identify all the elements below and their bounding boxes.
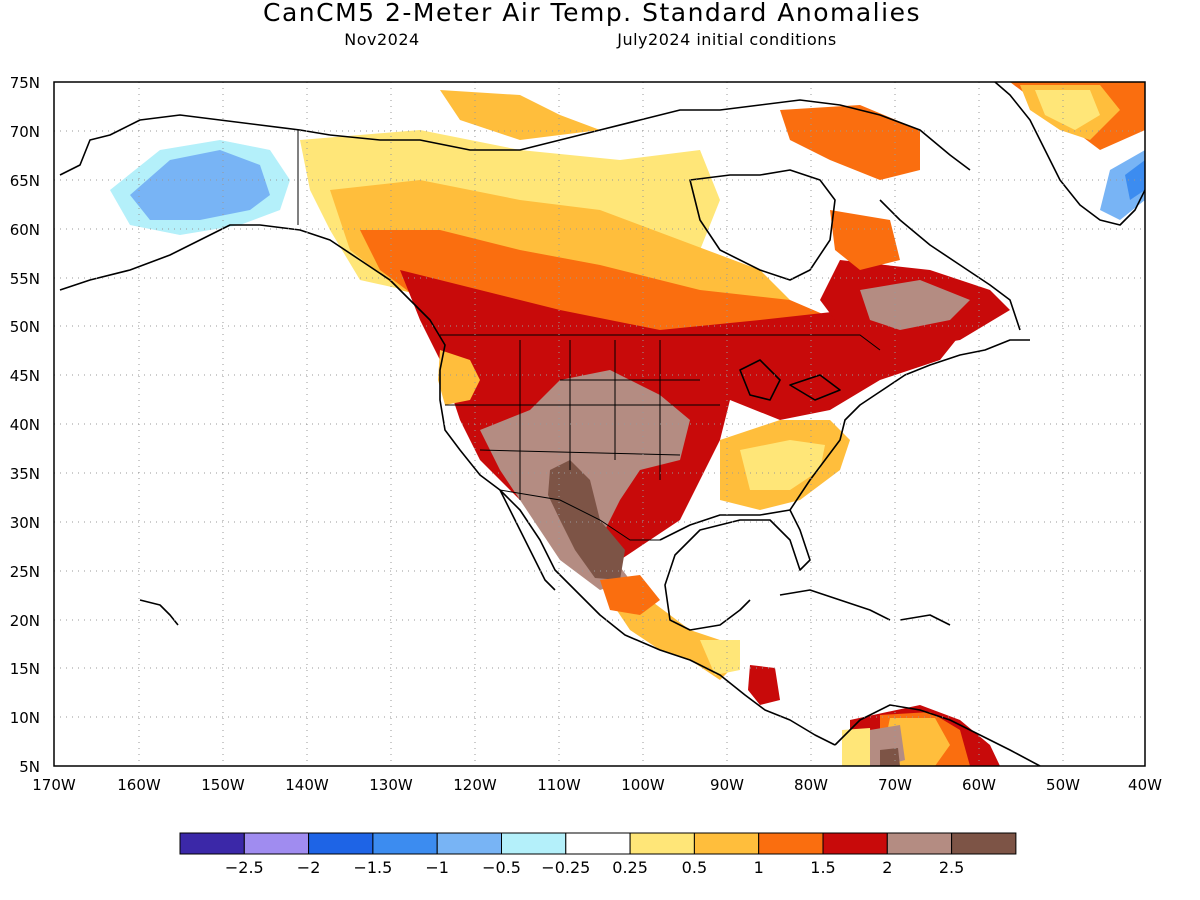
anomaly-region-2.5-mexico — [548, 460, 625, 580]
anomaly-region-2-quebec — [860, 280, 970, 330]
colorbar-swatch — [372, 832, 438, 855]
coastline-gulf — [659, 509, 811, 631]
lat-label: 55N — [10, 270, 40, 288]
colorbar-label: −0.25 — [541, 858, 590, 877]
colorbar-label: 0.5 — [682, 858, 707, 877]
colorbar-swatch — [758, 832, 824, 855]
coastline-north-america-west — [59, 224, 836, 746]
lat-label: 65N — [10, 172, 40, 190]
coastline-great-lakes — [739, 359, 841, 401]
lon-label: 70W — [878, 776, 912, 794]
lat-label: 75N — [10, 74, 40, 92]
anomaly-region-0.25-southeast — [740, 440, 825, 490]
coastline-alaska — [59, 114, 331, 176]
lat-label: 60N — [10, 221, 40, 239]
colorbar-swatch — [565, 832, 631, 855]
longitude-axis: 170W 160W 150W 140W 130W 120W 110W 100W … — [32, 776, 1162, 794]
coastline-arctic — [329, 99, 971, 171]
map-title: CanCM5 2-Meter Air Temp. Standard Anomal… — [263, 0, 921, 27]
colorbar-swatch — [693, 832, 760, 855]
coastline-labrador — [879, 199, 1021, 331]
colorbar-swatch — [886, 832, 953, 855]
lon-label: 40W — [1128, 776, 1162, 794]
lon-label: 50W — [1046, 776, 1080, 794]
colorbar-label: −2.5 — [225, 858, 264, 877]
lat-label: 70N — [10, 123, 40, 141]
political-borders — [297, 130, 881, 541]
colorbar-swatch — [501, 832, 567, 855]
lon-label: 160W — [117, 776, 161, 794]
colorbar-swatch — [308, 832, 374, 855]
anomaly-shading — [110, 82, 1145, 766]
coastline-east — [789, 339, 1030, 511]
colorbar-swatch — [243, 832, 310, 855]
lat-label: 50N — [10, 318, 40, 336]
coastline-hudson-bay — [689, 169, 836, 281]
anomaly-region-2.5-southam — [880, 748, 900, 766]
lat-label: 20N — [10, 612, 40, 630]
lat-label: 15N — [10, 660, 40, 678]
coastline-cuba — [779, 589, 891, 621]
colorbar-legend: −2.5 −2 −1.5 −1 −0.5 −0.25 0.25 0.5 1 1.5 2 2.5 — [179, 832, 1017, 877]
lat-label: 5N — [19, 758, 40, 776]
anomaly-region-1-mexico — [600, 575, 660, 615]
colorbar-label: 1 — [754, 858, 764, 877]
lat-label: 25N — [10, 563, 40, 581]
colorbar-label: −0.5 — [482, 858, 521, 877]
coastline-hispaniola — [899, 614, 951, 626]
map-frame — [53, 81, 1146, 767]
anomaly-region-0.5-pacificnw — [438, 350, 480, 405]
lon-label: 80W — [794, 776, 828, 794]
lon-label: 110W — [537, 776, 581, 794]
lon-label: 60W — [962, 776, 996, 794]
colorbar-label: −1 — [425, 858, 449, 877]
coastline-baja — [499, 489, 556, 591]
border-us-canada — [440, 334, 881, 351]
lat-label: 30N — [10, 514, 40, 532]
lon-label: 130W — [369, 776, 413, 794]
lon-label: 150W — [201, 776, 245, 794]
anomaly-region-0.25-southam — [842, 728, 872, 766]
coastline-greenland — [994, 82, 1145, 226]
anomaly-region-0.5-alaska — [130, 150, 270, 220]
lon-label: 120W — [453, 776, 497, 794]
lat-label: 45N — [10, 367, 40, 385]
graticule — [54, 82, 1145, 766]
colorbar-label: −2 — [297, 858, 321, 877]
border-us-mexico — [499, 489, 660, 541]
map-area — [53, 81, 1146, 767]
lon-label: 100W — [621, 776, 665, 794]
anomaly-region-0.25-greenland — [1035, 90, 1100, 130]
colorbar-swatch — [436, 832, 503, 855]
colorbar-swatch — [179, 832, 245, 855]
anomaly-region-neg0.5-greenland — [1100, 150, 1145, 220]
border-states-horizontal — [445, 379, 720, 456]
map-subtitle-right: July2024 initial conditions — [616, 30, 836, 49]
map-subtitle-left: Nov2024 — [344, 30, 419, 49]
anomaly-region-0.5-arctic — [440, 90, 600, 140]
lat-label: 10N — [10, 709, 40, 727]
border-states-vertical — [519, 340, 661, 500]
colorbar-swatch — [629, 832, 695, 855]
lon-label: 140W — [285, 776, 329, 794]
anomaly-region-0.25-centralam — [700, 640, 740, 675]
colorbar-label: 2.5 — [939, 858, 964, 877]
anomaly-region-1.5-labrador — [830, 210, 900, 270]
lat-label: 35N — [10, 465, 40, 483]
anomaly-region-1-arctic — [780, 105, 920, 180]
colorbar-label: −1.5 — [353, 858, 392, 877]
colorbar-label: 1.5 — [810, 858, 835, 877]
lon-label: 170W — [32, 776, 76, 794]
latitude-axis: 75N 70N 65N 60N 55N 50N 45N 40N 35N 30N … — [10, 74, 40, 776]
anomaly-region-1.5-centralam — [748, 665, 780, 705]
lon-label: 90W — [710, 776, 744, 794]
colorbar-swatch — [951, 832, 1017, 855]
coastlines — [59, 82, 1145, 766]
lat-label: 40N — [10, 416, 40, 434]
colorbar-label: 0.25 — [612, 858, 648, 877]
colorbar-swatch — [822, 832, 888, 855]
colorbar-label: 2 — [882, 858, 892, 877]
